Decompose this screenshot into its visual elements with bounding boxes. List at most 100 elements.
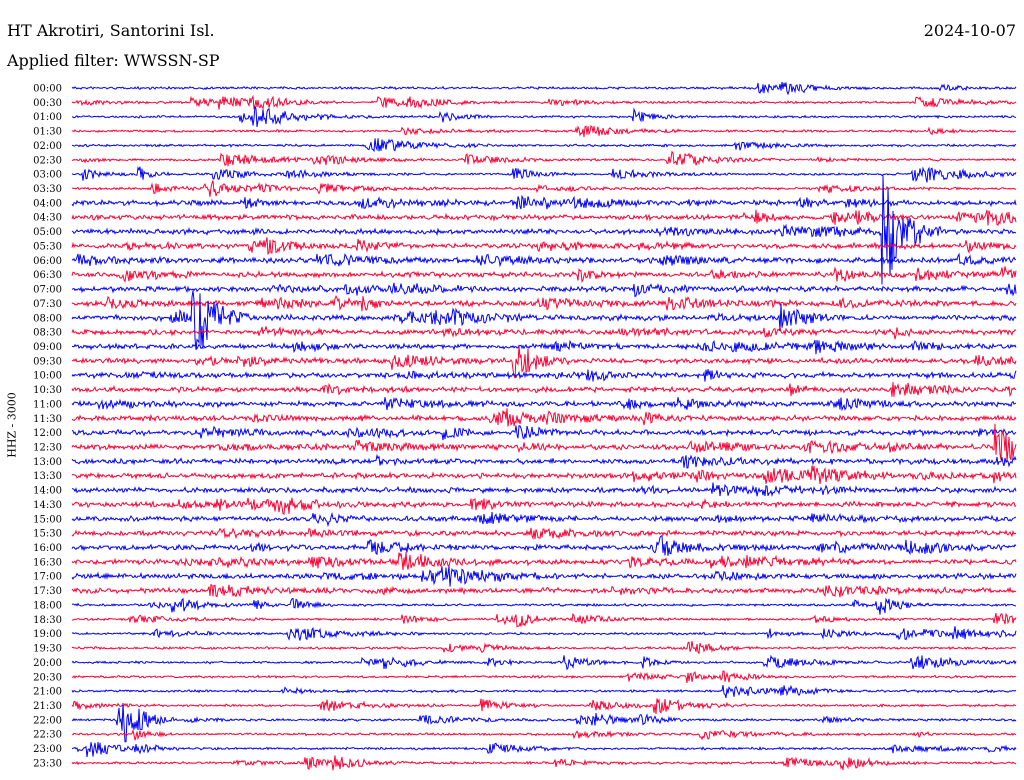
time-tick-label: 00:30 — [33, 98, 62, 109]
time-tick-label: 04:30 — [33, 213, 62, 224]
time-tick-label: 02:00 — [33, 141, 62, 152]
time-tick-label: 07:00 — [33, 285, 62, 296]
seismogram-trace — [71, 282, 1017, 298]
seismogram-trace — [71, 252, 1017, 268]
seismogram-trace — [71, 165, 1017, 183]
seismogram-trace — [71, 453, 1017, 469]
time-tick-label: 13:00 — [33, 457, 62, 468]
seismogram-trace — [71, 640, 1017, 655]
seismogram-trace — [71, 425, 1017, 441]
time-tick-label: 10:30 — [33, 385, 62, 396]
time-tick-label: 18:00 — [33, 600, 62, 611]
time-tick-label: 05:00 — [33, 227, 62, 238]
seismogram-trace — [71, 612, 1017, 628]
filter-label: Applied filter: WWSSN-SP — [7, 51, 220, 70]
time-tick-label: 21:00 — [33, 687, 62, 698]
seismogram-trace — [71, 465, 1017, 485]
time-tick-label: 14:00 — [33, 486, 62, 497]
time-tick-label: 06:00 — [33, 256, 62, 267]
time-tick-label: 19:30 — [33, 644, 62, 655]
time-tick-label: 21:30 — [33, 701, 62, 712]
seismogram-trace — [71, 654, 1017, 671]
seismogram-trace — [71, 94, 1017, 110]
seismogram-trace — [71, 175, 1017, 285]
seismogram-trace — [71, 106, 1017, 128]
seismogram-trace — [71, 325, 1017, 340]
seismogram-trace — [71, 194, 1017, 210]
seismogram-trace — [71, 497, 1017, 515]
time-tick-label: 16:30 — [33, 557, 62, 568]
time-tick-label: 03:00 — [33, 170, 62, 181]
time-tick-label: 13:30 — [33, 471, 62, 482]
time-tick-label: 12:00 — [33, 428, 62, 439]
seismogram-trace — [71, 237, 1017, 255]
seismogram-trace — [72, 339, 1017, 355]
seismogram-trace — [71, 294, 1017, 312]
seismogram-trace — [71, 552, 1017, 570]
time-tick-label: 14:30 — [33, 500, 62, 511]
time-tick-label: 09:30 — [33, 356, 62, 367]
time-tick-label: 19:00 — [33, 629, 62, 640]
time-tick-label: 01:30 — [33, 127, 62, 138]
seismogram-trace — [71, 670, 1017, 683]
time-tick-label: 15:30 — [33, 529, 62, 540]
seismogram-trace — [71, 698, 1017, 715]
time-tick-label: 23:30 — [33, 758, 62, 769]
time-tick-label: 23:00 — [33, 744, 62, 755]
seismogram-trace — [72, 138, 1017, 153]
seismogram-trace — [71, 626, 1017, 641]
seismogram-trace — [71, 597, 1017, 615]
seismogram-trace — [71, 583, 1017, 598]
time-tick-label: 11:00 — [33, 399, 62, 410]
seismogram-trace — [71, 423, 1017, 462]
seismogram-trace — [71, 266, 1017, 284]
time-tick-label: 06:30 — [33, 270, 62, 281]
seismogram-trace — [71, 382, 1017, 398]
seismogram-trace — [71, 369, 1017, 382]
time-tick-label: 05:30 — [33, 241, 62, 252]
seismogram-trace — [71, 408, 1017, 427]
time-tick-label: 15:00 — [33, 514, 62, 525]
time-tick-label: 00:00 — [33, 84, 62, 95]
seismogram-trace — [71, 534, 1017, 556]
seismogram-trace — [71, 742, 1017, 758]
seismogram-trace — [72, 180, 1016, 197]
time-tick-label: 22:30 — [33, 730, 62, 741]
station-title: HT Akrotiri, Santorini Isl. — [7, 21, 215, 40]
seismogram-trace — [71, 566, 1017, 587]
time-tick-label: 12:30 — [33, 443, 62, 454]
seismogram-trace — [71, 527, 1017, 541]
seismogram-trace — [71, 482, 1017, 498]
seismogram-trace — [71, 755, 1017, 771]
seismogram-trace — [71, 345, 1017, 379]
time-tick-label: 07:30 — [33, 299, 62, 310]
date-label: 2024-10-07 — [923, 21, 1016, 40]
time-tick-label: 09:00 — [33, 342, 62, 353]
time-tick-label: 08:00 — [33, 313, 62, 324]
time-tick-label: 04:00 — [33, 198, 62, 209]
seismogram-trace — [71, 125, 1017, 138]
seismogram-trace — [71, 81, 1017, 96]
time-tick-label: 17:00 — [33, 572, 62, 583]
seismogram-trace — [71, 684, 1017, 699]
time-tick-label: 08:30 — [33, 328, 62, 339]
time-tick-label: 16:00 — [33, 543, 62, 554]
time-tick-label: 01:00 — [33, 112, 62, 123]
time-tick-label: 17:30 — [33, 586, 62, 597]
seismogram-trace — [71, 702, 1017, 743]
time-tick-label: 03:30 — [33, 184, 62, 195]
time-tick-label: 20:00 — [33, 658, 62, 669]
seismogram-trace — [72, 728, 1017, 741]
time-tick-label: 20:30 — [33, 672, 62, 683]
seismogram-trace — [71, 209, 1017, 226]
time-tick-label: 10:00 — [33, 371, 62, 382]
time-tick-label: 02:30 — [33, 155, 62, 166]
time-tick-label: 18:30 — [33, 615, 62, 626]
time-tick-label: 22:00 — [33, 715, 62, 726]
seismogram-trace — [71, 396, 1017, 412]
seismogram-trace — [71, 511, 1017, 528]
time-tick-label: 11:30 — [33, 414, 62, 425]
seismogram-trace — [71, 150, 1017, 167]
seismogram-trace — [71, 290, 1017, 350]
